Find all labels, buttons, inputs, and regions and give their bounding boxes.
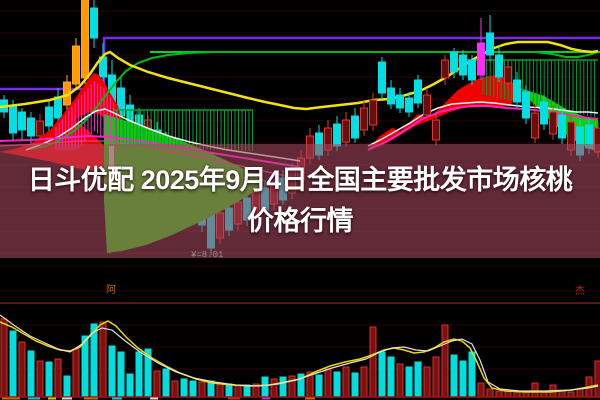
volume-right-glyph: 杰 xyxy=(575,287,585,298)
line-white-right xyxy=(367,101,599,147)
ma-green xyxy=(29,51,599,150)
ma-yellow xyxy=(0,40,599,111)
vol-ma-white xyxy=(0,314,599,392)
candles-front xyxy=(360,15,600,161)
volume-reference-lines xyxy=(0,302,600,398)
volume-bars xyxy=(0,318,600,398)
red-band-right xyxy=(368,75,520,150)
volume-left-glyph: 阿 xyxy=(106,286,116,297)
comb-lines xyxy=(114,59,598,151)
volume-ma-lines xyxy=(0,314,599,393)
bottom-label-fragments xyxy=(2,397,315,400)
caption-overlay-band: 日斗优配 2025年9月4日全国主要批发市场核桃 价格行情 xyxy=(0,144,600,258)
caption-line-2: 价格行情 xyxy=(247,206,354,236)
price-low-marker: ¥=8.01 xyxy=(191,250,224,260)
caption-line-1: 日斗优配 2025年9月4日全国主要批发市场核桃 xyxy=(27,165,573,195)
